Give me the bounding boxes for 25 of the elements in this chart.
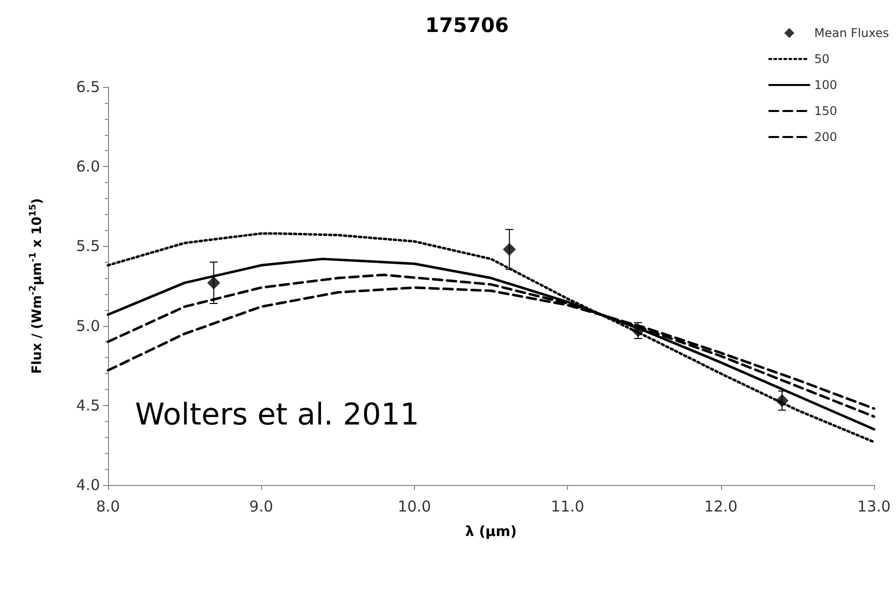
x-tick-label: 9.0 bbox=[249, 498, 274, 516]
y-tick-label: 4.0 bbox=[76, 476, 100, 494]
legend-label: Mean Fluxes bbox=[814, 26, 889, 40]
legend-label: 100 bbox=[814, 78, 838, 92]
y-tick-label: 6.0 bbox=[76, 158, 100, 176]
x-tick-label: 12.0 bbox=[704, 498, 738, 516]
line-series bbox=[106, 232, 876, 444]
point bbox=[776, 394, 789, 408]
point bbox=[502, 242, 516, 256]
point bbox=[207, 276, 220, 290]
y-axis-title: Flux / (Wm-2μm-1 x 1015) bbox=[28, 198, 45, 374]
x-axis-title: λ (μm) bbox=[465, 524, 517, 540]
legend-label: 150 bbox=[814, 104, 838, 118]
chart-title: 175706 bbox=[425, 13, 509, 37]
legend-label: 200 bbox=[814, 130, 838, 144]
x-tick-label: 11.0 bbox=[550, 498, 584, 516]
legend-label: 50 bbox=[814, 52, 830, 66]
annotation: Wolters et al. 2011 bbox=[135, 398, 420, 432]
y-tick-label: 6.5 bbox=[76, 78, 100, 96]
y-tick-label: 5.0 bbox=[76, 316, 100, 335]
y-tick-label: 4.5 bbox=[76, 396, 100, 414]
x-tick-label: 8.0 bbox=[96, 498, 120, 516]
y-tick-label: 5.5 bbox=[76, 237, 100, 256]
x-tick-label: 10.0 bbox=[398, 498, 432, 516]
x-tick-label: 13.0 bbox=[857, 498, 891, 516]
